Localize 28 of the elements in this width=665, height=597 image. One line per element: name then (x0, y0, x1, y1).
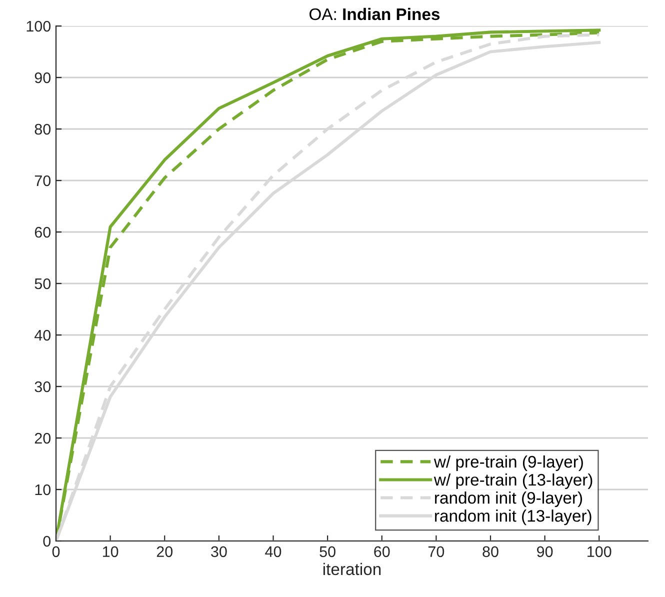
y-tick-label: 50 (34, 278, 51, 290)
x-tick-label: 60 (374, 546, 390, 558)
x-tick-label: 70 (428, 546, 444, 558)
x-tick-label: 100 (588, 546, 612, 558)
legend-label: random init (13-layer) (435, 510, 592, 526)
x-axis-title: iteration (323, 562, 381, 576)
x-tick-label: 40 (265, 546, 282, 558)
x-tick-label: 20 (156, 546, 173, 558)
chart-title: OA: Indian Pines (310, 8, 440, 20)
y-tick-label: 20 (34, 432, 51, 444)
legend-label: w/ pre-train (13-layer) (434, 473, 592, 490)
y-tick-label: 80 (34, 124, 51, 135)
x-tick-label: 90 (537, 546, 553, 558)
x-tick-label: 80 (482, 546, 498, 558)
y-tick-label: 70 (34, 175, 51, 186)
legend-label: w/ pre-train (9-layer) (434, 455, 583, 471)
y-tick-label: 0 (43, 536, 51, 547)
y-tick-label: 100 (26, 20, 51, 32)
x-tick-label: 0 (52, 546, 60, 558)
x-tick-label: 30 (211, 546, 227, 558)
x-tick-label: 50 (320, 546, 336, 558)
legend-label: random init (9-layer) (435, 492, 582, 508)
y-tick-label: 10 (35, 484, 51, 496)
y-tick-label: 40 (34, 330, 51, 341)
x-tick-label: 10 (102, 546, 118, 558)
y-tick-label: 60 (34, 226, 51, 238)
y-tick-label: 30 (34, 381, 51, 392)
y-tick-label: 90 (34, 72, 51, 84)
